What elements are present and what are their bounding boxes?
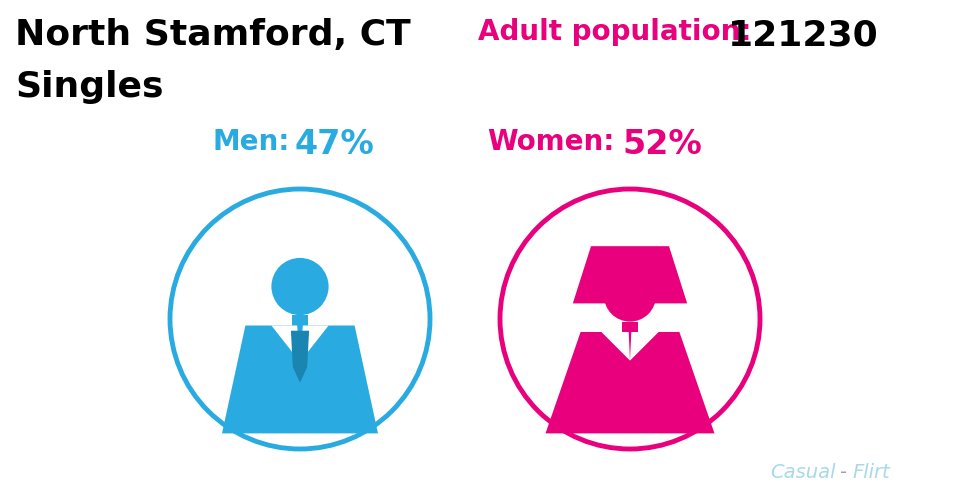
- Circle shape: [604, 270, 656, 322]
- Circle shape: [272, 259, 328, 316]
- Text: North Stamford, CT: North Stamford, CT: [15, 18, 411, 52]
- Text: 47%: 47%: [295, 128, 374, 161]
- Polygon shape: [222, 326, 378, 433]
- Circle shape: [170, 189, 430, 449]
- Text: Women:: Women:: [488, 128, 615, 156]
- Polygon shape: [630, 332, 659, 361]
- Polygon shape: [545, 332, 714, 433]
- Polygon shape: [291, 331, 309, 383]
- Text: 121230: 121230: [728, 18, 878, 52]
- Polygon shape: [622, 322, 637, 332]
- Text: Adult population:: Adult population:: [478, 18, 752, 46]
- Polygon shape: [272, 326, 300, 362]
- Circle shape: [500, 189, 760, 449]
- Polygon shape: [292, 316, 308, 326]
- Text: -: -: [840, 462, 847, 481]
- Text: 52%: 52%: [622, 128, 702, 161]
- Text: Singles: Singles: [15, 70, 163, 104]
- Polygon shape: [573, 246, 687, 304]
- Polygon shape: [601, 332, 630, 361]
- Polygon shape: [300, 326, 328, 362]
- Text: Men:: Men:: [212, 128, 290, 156]
- Text: Casual: Casual: [770, 462, 835, 481]
- Text: Flirt: Flirt: [852, 462, 890, 481]
